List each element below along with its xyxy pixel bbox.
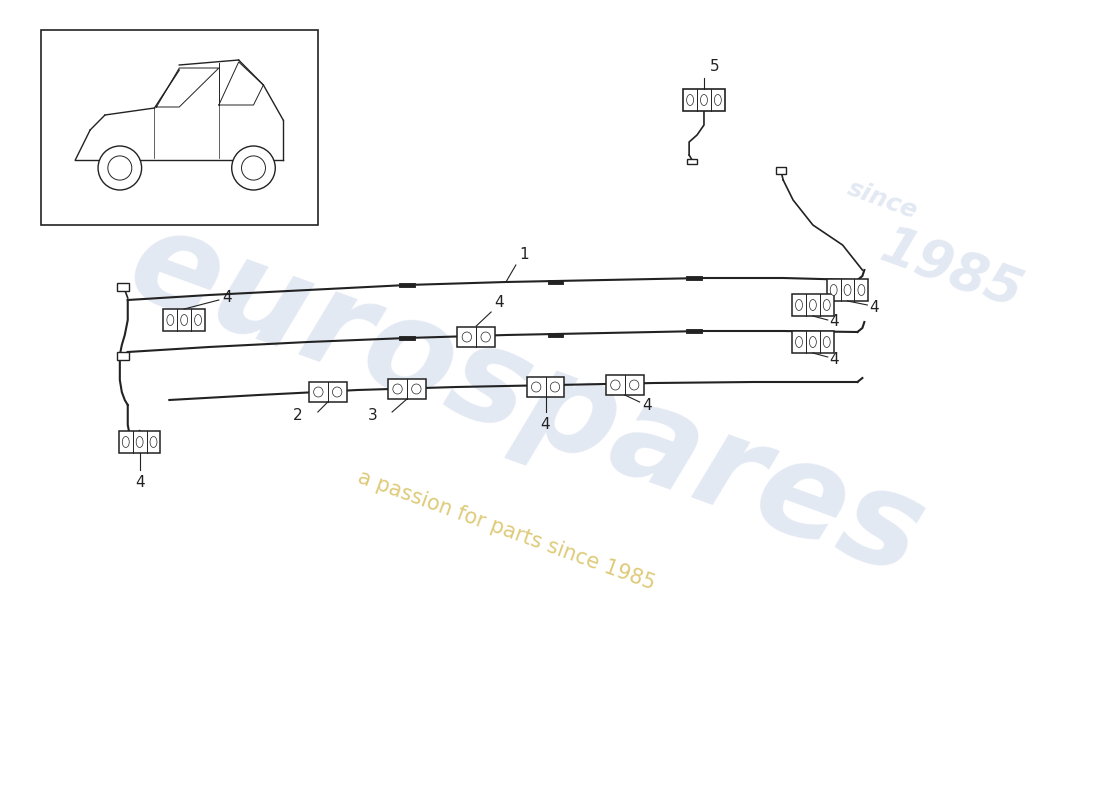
Ellipse shape: [714, 94, 722, 106]
Text: 4: 4: [135, 475, 144, 490]
Ellipse shape: [481, 332, 491, 342]
Ellipse shape: [810, 299, 816, 310]
Text: 1: 1: [519, 247, 528, 262]
Ellipse shape: [150, 437, 157, 447]
Ellipse shape: [844, 285, 851, 295]
Text: 4: 4: [222, 290, 231, 306]
Bar: [119, 431, 161, 453]
Text: 4: 4: [642, 398, 652, 413]
Bar: [777, 167, 786, 174]
Bar: [688, 159, 697, 164]
Bar: [164, 309, 205, 331]
Ellipse shape: [858, 285, 865, 295]
Text: 4: 4: [869, 299, 879, 314]
Ellipse shape: [830, 285, 837, 295]
Ellipse shape: [531, 382, 541, 392]
Ellipse shape: [195, 314, 201, 326]
Ellipse shape: [462, 332, 472, 342]
Text: 1985: 1985: [873, 221, 1030, 319]
Ellipse shape: [610, 380, 620, 390]
Ellipse shape: [167, 314, 174, 326]
Bar: [827, 279, 868, 301]
Bar: [117, 352, 129, 360]
Text: since: since: [844, 176, 921, 224]
Bar: [458, 327, 495, 347]
Circle shape: [232, 146, 275, 190]
Bar: [606, 375, 643, 395]
Ellipse shape: [393, 384, 403, 394]
Ellipse shape: [550, 382, 560, 392]
Ellipse shape: [629, 380, 639, 390]
Bar: [792, 294, 834, 316]
Text: 4: 4: [494, 295, 504, 310]
Bar: [683, 89, 725, 111]
Bar: [309, 382, 346, 402]
Text: eurospares: eurospares: [112, 198, 939, 602]
Bar: [117, 283, 129, 291]
Text: 4: 4: [541, 417, 550, 432]
Text: a passion for parts since 1985: a passion for parts since 1985: [354, 466, 658, 594]
Text: 3: 3: [367, 407, 377, 422]
Ellipse shape: [795, 299, 803, 310]
Ellipse shape: [332, 387, 342, 397]
Bar: [41, 30, 318, 225]
Ellipse shape: [314, 387, 323, 397]
Ellipse shape: [136, 437, 143, 447]
Ellipse shape: [810, 337, 816, 347]
Bar: [388, 379, 426, 399]
Text: 4: 4: [829, 351, 839, 366]
Ellipse shape: [701, 94, 707, 106]
Circle shape: [98, 146, 142, 190]
Circle shape: [242, 156, 265, 180]
Bar: [792, 331, 834, 353]
Text: 4: 4: [829, 314, 839, 330]
Ellipse shape: [823, 299, 830, 310]
Bar: [527, 377, 564, 397]
Text: 2: 2: [294, 407, 302, 422]
Ellipse shape: [686, 94, 694, 106]
Ellipse shape: [823, 337, 830, 347]
Ellipse shape: [180, 314, 188, 326]
Ellipse shape: [795, 337, 803, 347]
Ellipse shape: [122, 437, 129, 447]
Text: 5: 5: [710, 59, 719, 74]
Circle shape: [108, 156, 132, 180]
Ellipse shape: [411, 384, 421, 394]
